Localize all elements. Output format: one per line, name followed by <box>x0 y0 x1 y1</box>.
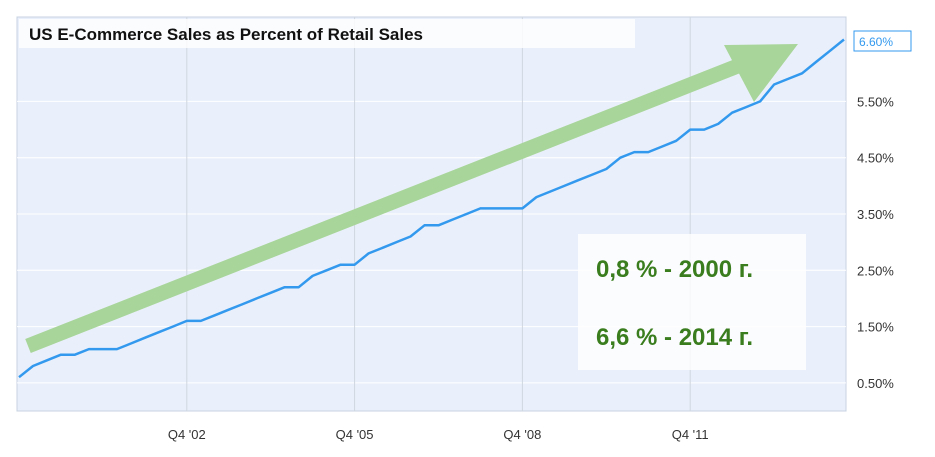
x-tick-label: Q4 '11 <box>672 427 709 442</box>
y-tick-label: 0.50% <box>857 376 894 391</box>
title-box <box>19 19 635 48</box>
y-tick-label: 2.50% <box>857 263 894 278</box>
trend-arrow <box>25 44 798 353</box>
chart-title: US E-Commerce Sales as Percent of Retail… <box>29 25 423 44</box>
y-tick-label: 5.50% <box>857 94 894 109</box>
x-tick-label: Q4 '08 <box>503 427 541 442</box>
annotation-line-2: 6,6 % - 2014 г. <box>596 324 753 351</box>
y-tick-label: 3.50% <box>857 207 894 222</box>
x-tick-label: Q4 '02 <box>168 427 206 442</box>
series-line <box>18 38 845 379</box>
annotation-line-1: 0,8 % - 2000 г. <box>596 256 753 283</box>
y-tick-label: 1.50% <box>857 320 894 335</box>
y-tick-label: 4.50% <box>857 151 894 166</box>
x-axis: Q4 '02 Q4 '05 Q4 '08 Q4 '11 <box>168 427 709 442</box>
annotation-box <box>578 234 806 370</box>
last-value-label: 6.60% <box>859 35 893 49</box>
series-points <box>18 39 845 378</box>
x-tick-label: Q4 '05 <box>336 427 374 442</box>
last-value-badge: 6.60% <box>853 30 912 52</box>
y-axis: 0.50% 1.50% 2.50% 3.50% 4.50% 5.50% <box>857 94 894 390</box>
